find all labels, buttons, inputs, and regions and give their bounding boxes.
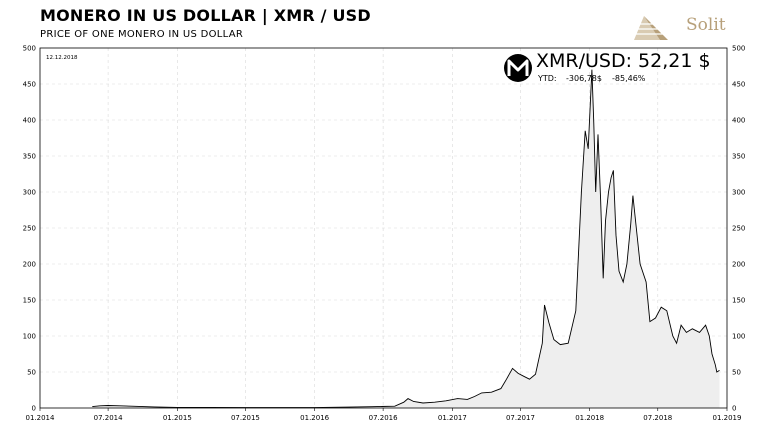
y-tick-left-150: 150 (23, 297, 36, 305)
x-tick-label-01.2016: 01.2016 (300, 414, 329, 422)
x-axis: 01.2014 07.2014 01.2015 07.2015 01.2016 07.20… (26, 408, 742, 422)
price-line (92, 69, 720, 409)
x-tick-label-01.2018: 01.2018 (575, 414, 604, 422)
solit-logo-icon (633, 16, 668, 40)
y-tick-left-300: 300 (23, 189, 36, 197)
x-tick-label-07.2016: 07.2016 (369, 414, 398, 422)
y-tick-left-250: 250 (23, 225, 36, 233)
y-axis-left: 0 50 100 150 200 250 300 350 400 450 500 (23, 45, 36, 413)
monero-icon (504, 54, 532, 82)
x-tick-label-07.2018: 07.2018 (643, 414, 672, 422)
y-tick-right-50: 50 (732, 369, 741, 377)
data-date: 12.12.2018 (46, 55, 78, 61)
y-tick-left-0: 0 (32, 405, 36, 413)
ytd-label: YTD: (537, 74, 557, 83)
x-tick-label-07.2017: 07.2017 (506, 414, 535, 422)
ticker-price: XMR/USD: 52,21 $ (536, 50, 711, 72)
y-tick-left-450: 450 (23, 81, 36, 89)
y-tick-left-50: 50 (27, 369, 36, 377)
y-tick-left-500: 500 (23, 45, 36, 53)
y-tick-right-200: 200 (732, 261, 745, 269)
y-tick-right-300: 300 (732, 189, 745, 197)
x-tick-label-01.2015: 01.2015 (163, 414, 192, 422)
price-area (92, 69, 720, 408)
plot-frame (39, 47, 728, 409)
x-tick-label-01.2014: 01.2014 (26, 414, 55, 422)
y-tick-left-200: 200 (23, 261, 36, 269)
y-tick-left-350: 350 (23, 153, 36, 161)
ytd-absolute-change: -306,78$ (566, 74, 602, 83)
x-tick-label-01.2019: 01.2019 (713, 414, 742, 422)
y-tick-left-400: 400 (23, 117, 36, 125)
brand-name: Solit (686, 15, 726, 35)
y-tick-right-0: 0 (732, 405, 736, 413)
chart-subtitle: PRICE OF ONE MONERO IN US DOLLAR (40, 29, 244, 40)
y-tick-right-350: 350 (732, 153, 745, 161)
y-tick-right-450: 450 (732, 81, 745, 89)
y-tick-right-250: 250 (732, 225, 745, 233)
y-tick-right-400: 400 (732, 117, 745, 125)
y-tick-right-100: 100 (732, 333, 745, 341)
y-tick-right-150: 150 (732, 297, 745, 305)
y-tick-right-500: 500 (732, 45, 745, 53)
ytd-percent-change: -85,46% (612, 74, 646, 83)
x-tick-label-01.2017: 01.2017 (438, 414, 467, 422)
y-tick-left-100: 100 (23, 333, 36, 341)
x-tick-label-07.2015: 07.2015 (231, 414, 260, 422)
chart-title: MONERO IN US DOLLAR | XMR / USD (40, 6, 371, 25)
x-tick-label-07.2014: 07.2014 (94, 414, 123, 422)
y-axis-right: 0 50 100 150 200 250 300 350 400 450 500 (732, 45, 745, 413)
